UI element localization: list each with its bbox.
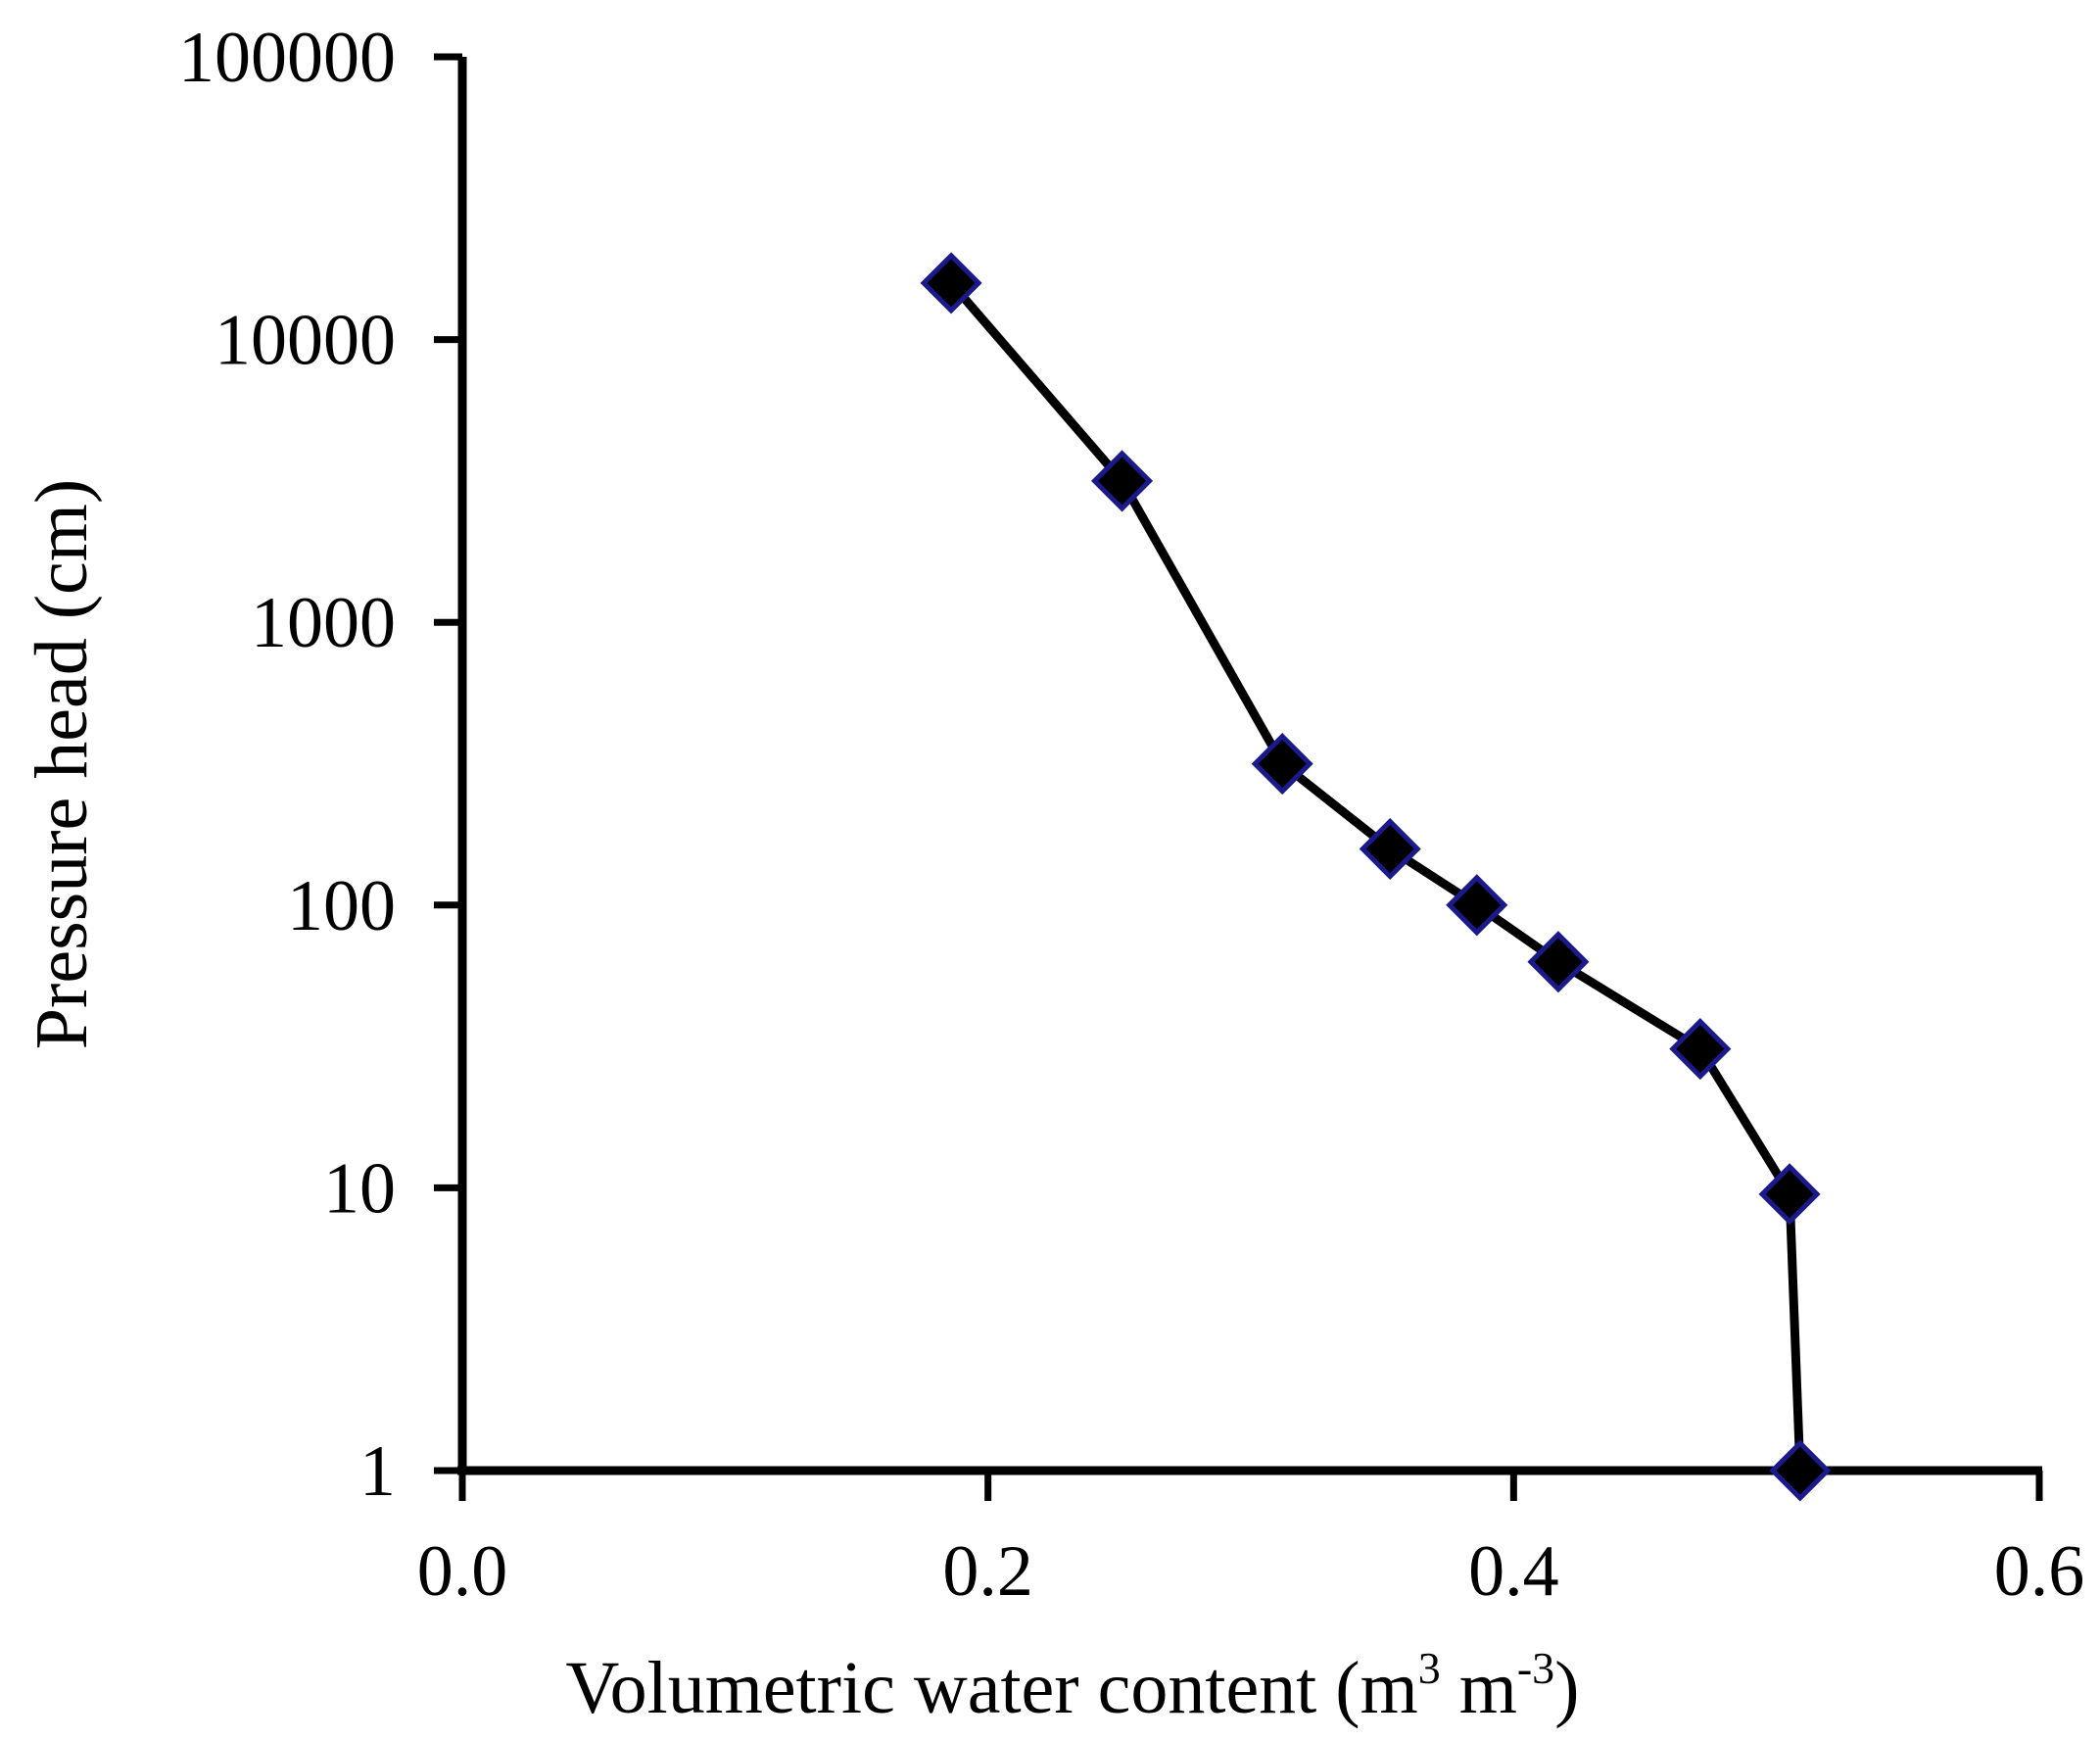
data-point-marker [1769,1439,1832,1502]
y-tick-label: 100 [287,866,396,946]
x-axis-title-sup1: 3 [1418,1643,1441,1693]
y-tick-label: 1000 [251,583,396,663]
x-tick-label: 0.2 [942,1531,1033,1612]
x-tick-label: 0.6 [1994,1531,2085,1612]
data-point-marker [920,252,982,314]
data-point-marker [1527,931,1590,993]
y-tick-label: 1 [359,1431,396,1512]
x-axis-title-mid: m [1441,1647,1517,1729]
data-point-marker [1669,1018,1732,1081]
data-point-marker [1446,874,1508,937]
data-point-marker [1251,733,1313,796]
axes [457,57,2042,1475]
data-point-marker [1090,450,1154,512]
x-ticks: 0.0 0.2 0.4 0.6 [417,1471,2085,1612]
data-point-marker [1758,1163,1821,1226]
y-axis-title: Pressure head (cm) [21,479,103,1049]
x-axis-title-main: Volumetric water content (m [566,1647,1418,1729]
y-ticks: 1 10 100 1000 10000 100000 [178,18,462,1512]
series-layer [920,252,1832,1502]
x-axis-title-end: ) [1554,1647,1579,1729]
data-point-marker [1359,817,1421,881]
x-tick-label: 0.0 [417,1531,508,1612]
x-tick-label: 0.4 [1468,1531,1559,1612]
series-line [947,279,1805,1472]
y-tick-label: 10000 [215,301,396,381]
x-axis-title-sup2: -3 [1517,1643,1554,1693]
y-tick-label: 10 [323,1148,396,1229]
x-axis-title: Volumetric water content (m3 m-3) [566,1643,1580,1729]
y-tick-label: 100000 [178,18,396,98]
